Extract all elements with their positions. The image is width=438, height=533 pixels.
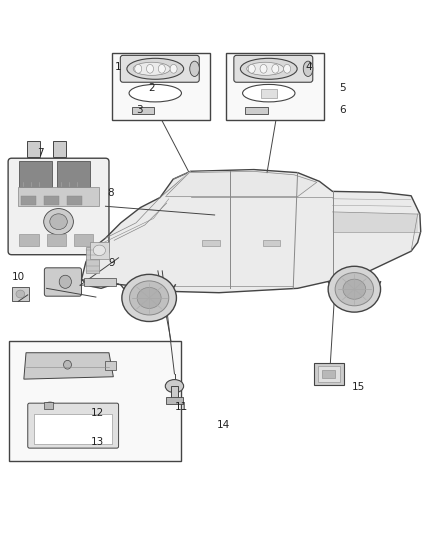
Ellipse shape (44, 208, 74, 235)
Bar (263, 240, 280, 246)
Text: 4: 4 (305, 61, 312, 71)
Bar (12, 287, 29, 301)
Bar (314, 362, 344, 385)
Bar (19, 234, 39, 246)
Polygon shape (333, 213, 417, 231)
FancyBboxPatch shape (44, 268, 81, 296)
Ellipse shape (59, 275, 71, 288)
Ellipse shape (335, 272, 374, 306)
Text: 7: 7 (37, 148, 43, 158)
Ellipse shape (272, 64, 279, 73)
Bar (245, 107, 268, 114)
Bar (44, 402, 53, 409)
Bar (105, 361, 116, 369)
Text: 8: 8 (107, 188, 114, 198)
Polygon shape (166, 171, 317, 197)
Ellipse shape (284, 64, 290, 73)
FancyBboxPatch shape (234, 55, 313, 82)
Ellipse shape (158, 64, 165, 73)
Ellipse shape (50, 214, 67, 230)
Bar (86, 247, 99, 273)
Text: 13: 13 (91, 437, 104, 447)
Ellipse shape (190, 61, 199, 76)
Bar (112, 53, 210, 120)
Bar (261, 89, 277, 98)
Bar (67, 196, 82, 205)
Bar (53, 141, 66, 157)
Bar (21, 196, 36, 205)
Ellipse shape (165, 379, 184, 393)
Ellipse shape (243, 84, 295, 102)
Ellipse shape (247, 62, 284, 75)
Text: 11: 11 (175, 402, 188, 412)
Text: 10: 10 (11, 272, 25, 282)
Text: 5: 5 (339, 83, 346, 93)
Polygon shape (24, 353, 113, 379)
Bar (34, 414, 113, 444)
Bar (226, 53, 324, 120)
Ellipse shape (16, 290, 25, 298)
Ellipse shape (122, 274, 177, 321)
Bar (84, 278, 117, 286)
Ellipse shape (343, 279, 366, 299)
Bar (9, 341, 181, 461)
Bar (44, 196, 59, 205)
Text: 14: 14 (217, 419, 230, 430)
Text: 15: 15 (352, 382, 365, 392)
Bar (90, 242, 109, 259)
Bar (171, 386, 178, 399)
Bar (27, 141, 40, 157)
Text: 9: 9 (109, 258, 115, 268)
Ellipse shape (45, 402, 56, 409)
Bar (166, 398, 183, 403)
FancyBboxPatch shape (8, 158, 109, 255)
Text: 2: 2 (148, 83, 155, 93)
Polygon shape (81, 169, 421, 293)
Ellipse shape (137, 287, 161, 309)
FancyBboxPatch shape (28, 403, 119, 448)
Ellipse shape (260, 64, 267, 73)
Text: 3: 3 (136, 105, 143, 115)
Ellipse shape (93, 245, 106, 256)
Bar (74, 234, 93, 246)
Ellipse shape (170, 64, 177, 73)
Ellipse shape (133, 62, 170, 75)
Ellipse shape (135, 64, 142, 73)
Ellipse shape (129, 84, 181, 102)
Bar (132, 107, 154, 114)
Bar (19, 161, 52, 187)
Ellipse shape (248, 64, 255, 73)
Ellipse shape (127, 58, 184, 79)
Ellipse shape (147, 64, 153, 73)
Text: 6: 6 (339, 105, 346, 115)
FancyBboxPatch shape (120, 55, 199, 82)
Bar (18, 187, 99, 206)
Bar (46, 234, 66, 246)
Bar (57, 161, 90, 187)
Ellipse shape (130, 281, 169, 315)
Bar (322, 369, 335, 378)
Ellipse shape (64, 360, 71, 369)
Bar (202, 240, 220, 246)
Bar (318, 366, 339, 382)
Text: 12: 12 (91, 408, 104, 418)
Ellipse shape (328, 266, 381, 312)
Text: 1: 1 (115, 61, 122, 71)
Ellipse shape (240, 58, 297, 79)
Ellipse shape (303, 61, 313, 76)
